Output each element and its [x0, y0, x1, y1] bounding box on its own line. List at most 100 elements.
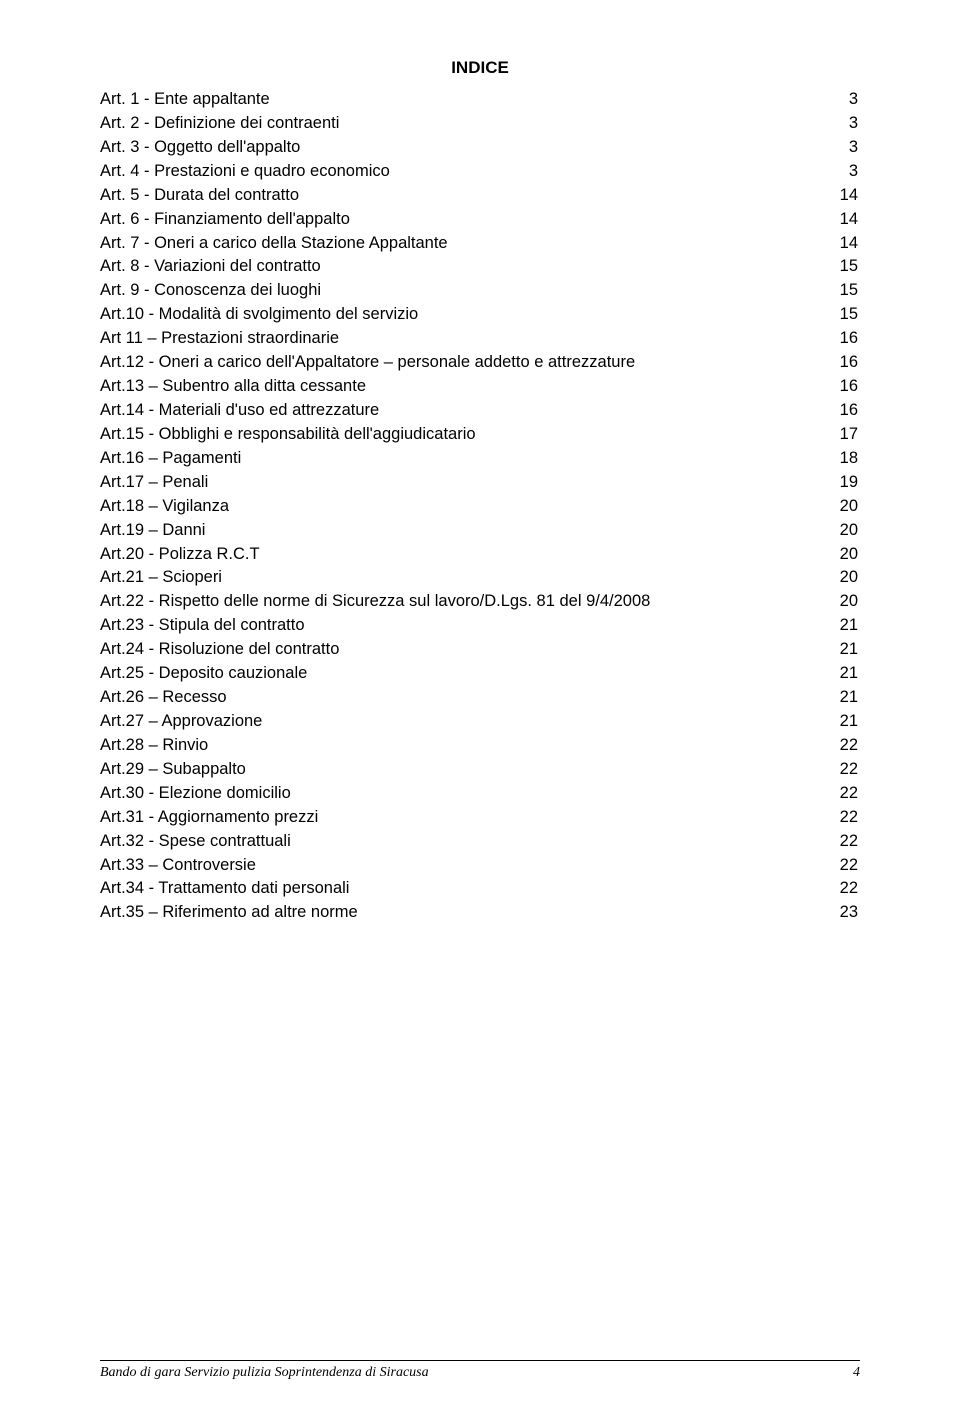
toc-page-number: 21	[820, 686, 860, 710]
toc-row: Art.15 - Obblighi e responsabilità dell'…	[100, 423, 860, 447]
toc-row: Art.23 - Stipula del contratto21	[100, 614, 860, 638]
toc-page-number: 21	[820, 710, 860, 734]
toc-row: Art.16 – Pagamenti18	[100, 447, 860, 471]
toc-page-number: 22	[820, 758, 860, 782]
toc-page-number: 21	[820, 638, 860, 662]
toc-row: Art. 9 - Conoscenza dei luoghi15	[100, 279, 860, 303]
toc-label: Art.27 – Approvazione	[100, 710, 820, 734]
toc-row: Art. 5 - Durata del contratto14	[100, 184, 860, 208]
toc-label: Art.34 - Trattamento dati personali	[100, 877, 820, 901]
toc-label: Art.31 - Aggiornamento prezzi	[100, 806, 820, 830]
toc-page-number: 16	[820, 375, 860, 399]
toc-page-number: 18	[820, 447, 860, 471]
toc-label: Art. 6 - Finanziamento dell'appalto	[100, 208, 820, 232]
toc-row: Art. 4 - Prestazioni e quadro economico3	[100, 160, 860, 184]
toc-row: Art.24 - Risoluzione del contratto21	[100, 638, 860, 662]
toc-page-number: 16	[820, 399, 860, 423]
toc-row: Art.27 – Approvazione21	[100, 710, 860, 734]
toc-label: Art.29 – Subappalto	[100, 758, 820, 782]
toc-page-number: 19	[820, 471, 860, 495]
toc-row: Art. 3 - Oggetto dell'appalto3	[100, 136, 860, 160]
toc-page-number: 20	[820, 590, 860, 614]
toc-row: Art.17 – Penali19	[100, 471, 860, 495]
toc-page-number: 22	[820, 830, 860, 854]
toc-label: Art. 7 - Oneri a carico della Stazione A…	[100, 232, 820, 256]
toc-row: Art.25 - Deposito cauzionale21	[100, 662, 860, 686]
toc-page-number: 16	[820, 327, 860, 351]
toc-page-number: 3	[820, 88, 860, 112]
toc-label: Art.33 – Controversie	[100, 854, 820, 878]
toc-label: Art. 4 - Prestazioni e quadro economico	[100, 160, 820, 184]
toc-label: Art.23 - Stipula del contratto	[100, 614, 820, 638]
page-footer: Bando di gara Servizio pulizia Soprinten…	[100, 1360, 860, 1381]
toc-label: Art.35 – Riferimento ad altre norme	[100, 901, 820, 925]
toc-row: Art 11 – Prestazioni straordinarie16	[100, 327, 860, 351]
toc-page-number: 14	[820, 232, 860, 256]
toc-page-number: 3	[820, 112, 860, 136]
toc-row: Art.35 – Riferimento ad altre norme23	[100, 901, 860, 925]
toc-label: Art.14 - Materiali d'uso ed attrezzature	[100, 399, 820, 423]
document-page: INDICE Art. 1 - Ente appaltante3Art. 2 -…	[0, 0, 960, 1423]
toc-label: Art.10 - Modalità di svolgimento del ser…	[100, 303, 820, 327]
toc-label: Art. 9 - Conoscenza dei luoghi	[100, 279, 820, 303]
toc-row: Art.21 – Scioperi20	[100, 566, 860, 590]
toc-row: Art. 7 - Oneri a carico della Stazione A…	[100, 232, 860, 256]
toc-label: Art.15 - Obblighi e responsabilità dell'…	[100, 423, 820, 447]
toc-label: Art.13 – Subentro alla ditta cessante	[100, 375, 820, 399]
toc-row: Art.22 - Rispetto delle norme di Sicurez…	[100, 590, 860, 614]
toc-page-number: 21	[820, 614, 860, 638]
toc-label: Art 11 – Prestazioni straordinarie	[100, 327, 820, 351]
toc-page-number: 23	[820, 901, 860, 925]
toc-row: Art.20 - Polizza R.C.T20	[100, 543, 860, 567]
toc-row: Art.18 – Vigilanza20	[100, 495, 860, 519]
toc-row: Art.33 – Controversie22	[100, 854, 860, 878]
toc-row: Art.19 – Danni20	[100, 519, 860, 543]
toc-label: Art. 2 - Definizione dei contraenti	[100, 112, 820, 136]
toc-row: Art.26 – Recesso21	[100, 686, 860, 710]
toc-row: Art.34 - Trattamento dati personali22	[100, 877, 860, 901]
toc-row: Art.10 - Modalità di svolgimento del ser…	[100, 303, 860, 327]
toc-label: Art.25 - Deposito cauzionale	[100, 662, 820, 686]
footer-text: Bando di gara Servizio pulizia Soprinten…	[100, 1365, 429, 1381]
toc-label: Art.24 - Risoluzione del contratto	[100, 638, 820, 662]
page-title: INDICE	[100, 58, 860, 78]
toc-label: Art.26 – Recesso	[100, 686, 820, 710]
toc-label: Art. 3 - Oggetto dell'appalto	[100, 136, 820, 160]
toc-page-number: 22	[820, 877, 860, 901]
toc-page-number: 3	[820, 136, 860, 160]
toc-page-number: 15	[820, 279, 860, 303]
toc-page-number: 20	[820, 543, 860, 567]
toc-row: Art. 6 - Finanziamento dell'appalto14	[100, 208, 860, 232]
toc-label: Art. 8 - Variazioni del contratto	[100, 255, 820, 279]
toc-page-number: 15	[820, 303, 860, 327]
toc-page-number: 15	[820, 255, 860, 279]
toc-label: Art.30 - Elezione domicilio	[100, 782, 820, 806]
toc-page-number: 22	[820, 734, 860, 758]
toc-list: Art. 1 - Ente appaltante3Art. 2 - Defini…	[100, 88, 860, 925]
toc-row: Art.14 - Materiali d'uso ed attrezzature…	[100, 399, 860, 423]
toc-label: Art.32 - Spese contrattuali	[100, 830, 820, 854]
toc-label: Art.28 – Rinvio	[100, 734, 820, 758]
toc-page-number: 20	[820, 519, 860, 543]
toc-page-number: 20	[820, 566, 860, 590]
toc-label: Art. 5 - Durata del contratto	[100, 184, 820, 208]
toc-page-number: 3	[820, 160, 860, 184]
toc-row: Art.29 – Subappalto22	[100, 758, 860, 782]
toc-row: Art. 8 - Variazioni del contratto15	[100, 255, 860, 279]
toc-row: Art. 2 - Definizione dei contraenti3	[100, 112, 860, 136]
toc-label: Art.17 – Penali	[100, 471, 820, 495]
toc-row: Art. 1 - Ente appaltante3	[100, 88, 860, 112]
footer-page-number: 4	[853, 1365, 860, 1381]
toc-label: Art.21 – Scioperi	[100, 566, 820, 590]
toc-label: Art.12 - Oneri a carico dell'Appaltatore…	[100, 351, 820, 375]
toc-page-number: 22	[820, 806, 860, 830]
toc-row: Art.28 – Rinvio22	[100, 734, 860, 758]
toc-label: Art.20 - Polizza R.C.T	[100, 543, 820, 567]
toc-page-number: 14	[820, 208, 860, 232]
toc-label: Art.18 – Vigilanza	[100, 495, 820, 519]
toc-row: Art.30 - Elezione domicilio22	[100, 782, 860, 806]
toc-row: Art.31 - Aggiornamento prezzi22	[100, 806, 860, 830]
toc-row: Art.12 - Oneri a carico dell'Appaltatore…	[100, 351, 860, 375]
toc-page-number: 22	[820, 782, 860, 806]
toc-row: Art.32 - Spese contrattuali22	[100, 830, 860, 854]
